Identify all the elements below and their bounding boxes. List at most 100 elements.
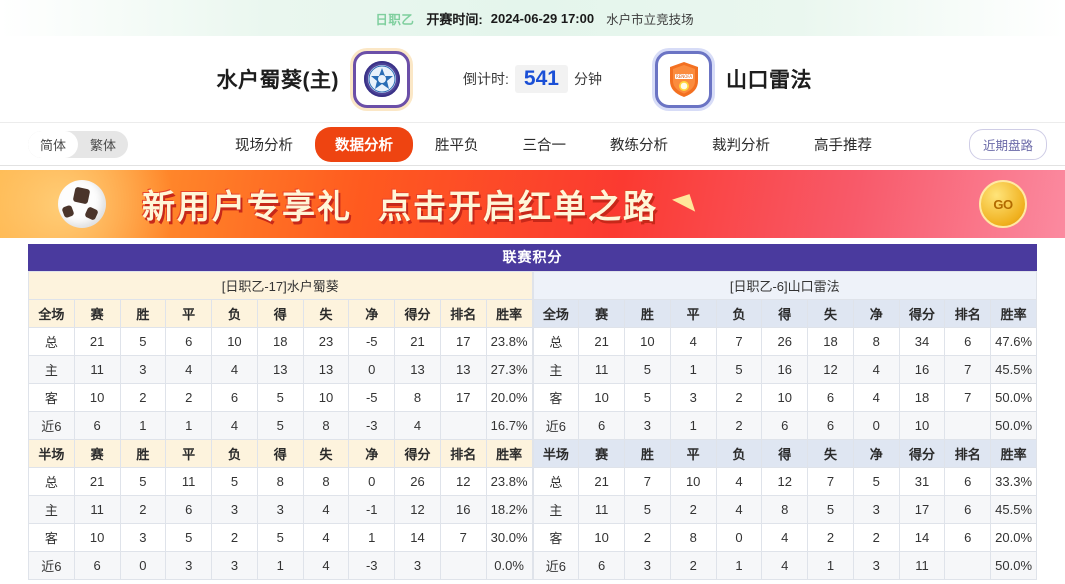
table-row: 近6 6 1 1 4 5 8 -3 4 16.7% xyxy=(28,411,533,440)
column-header: 平 xyxy=(669,299,717,328)
column-header: 排名 xyxy=(944,299,992,328)
away-stats-table: [日职乙-6]山口雷法 全场赛胜平负得失净得分 排名 胜率总 21 10 4 7 26 18 8 34… xyxy=(532,271,1038,580)
table-cell: 12 xyxy=(807,355,854,384)
column-header: 胜 xyxy=(119,299,167,328)
countdown-label: 倒计时: xyxy=(463,71,509,87)
column-header-row-halftime: 半场赛胜平负得失净得分 排名 胜率 xyxy=(28,439,533,468)
language-toggle[interactable]: 简体 繁体 xyxy=(28,130,129,158)
column-header: 胜率 xyxy=(485,439,533,468)
table-cell: 16 xyxy=(761,355,809,384)
table-row: 总 21 5 6 10 18 23 -5 21 17 23.8% xyxy=(28,327,533,356)
table-cell: 0 xyxy=(119,551,167,580)
table-cell: 6 xyxy=(211,383,258,412)
table-cell: 17 xyxy=(898,495,946,524)
column-header: 得 xyxy=(256,439,304,468)
promo-text-primary: 新用户专享礼 xyxy=(142,188,352,225)
table-cell: -5 xyxy=(348,327,396,356)
table-cell: 3 xyxy=(119,355,167,384)
table-cell: 3 xyxy=(165,551,213,580)
lang-simplified-button[interactable]: 简体 xyxy=(28,130,79,158)
promo-go-button[interactable]: GO xyxy=(979,180,1027,228)
tab-data-analysis[interactable]: 数据分析 xyxy=(315,126,414,162)
table-cell: 16 xyxy=(898,355,946,384)
team-caption-row: [日职乙-17]水户蜀葵 xyxy=(28,271,533,300)
table-cell xyxy=(944,551,992,580)
table-cell: 30.0% xyxy=(485,523,533,552)
table-cell: 0 xyxy=(715,523,763,552)
column-header: 胜率 xyxy=(990,299,1037,328)
table-cell: 3 xyxy=(624,551,671,580)
table-cell: 1 xyxy=(715,551,763,580)
table-cell: 4 xyxy=(761,551,809,580)
table-cell: 2 xyxy=(119,495,167,524)
row-label: 近6 xyxy=(28,551,75,580)
row-label: 近6 xyxy=(28,411,75,440)
table-cell: 10 xyxy=(302,383,350,412)
table-cell: 13 xyxy=(439,355,487,384)
row-label: 主 xyxy=(532,495,580,524)
table-cell: 4 xyxy=(211,355,258,384)
table-cell: 10 xyxy=(578,523,626,552)
table-cell: 0 xyxy=(348,467,396,496)
countdown-unit: 分钟 xyxy=(573,71,602,87)
table-cell: 0 xyxy=(852,411,900,440)
tab-referee-analysis[interactable]: 裁判分析 xyxy=(712,137,771,154)
column-header: 得分 xyxy=(394,439,441,468)
row-label: 主 xyxy=(28,495,75,524)
tab-coach-analysis[interactable]: 教练分析 xyxy=(610,137,669,154)
table-cell: 6 xyxy=(165,327,213,356)
column-header: 失 xyxy=(302,299,350,328)
table-cell: 4 xyxy=(852,383,900,412)
table-cell: 6 xyxy=(944,327,992,356)
table-cell: 5 xyxy=(624,495,671,524)
table-cell xyxy=(439,411,487,440)
table-cell: 3 xyxy=(256,495,304,524)
table-cell: 26 xyxy=(394,467,441,496)
table-cell: 2 xyxy=(624,523,671,552)
home-team[interactable]: 水户蜀葵(主) xyxy=(0,50,420,108)
table-cell: 10 xyxy=(761,383,809,412)
row-label: 主 xyxy=(28,355,75,384)
column-header: 负 xyxy=(211,299,258,328)
table-cell: 7 xyxy=(807,467,854,496)
table-cell: 1 xyxy=(348,523,396,552)
table-cell: 5 xyxy=(211,467,258,496)
column-header: 平 xyxy=(165,299,213,328)
table-cell: 20.0% xyxy=(990,523,1037,552)
column-header: 半场 xyxy=(532,439,580,468)
lang-traditional-button[interactable]: 繁体 xyxy=(90,137,117,153)
table-cell: 3 xyxy=(394,551,441,580)
table-cell: 16 xyxy=(439,495,487,524)
table-cell: 1 xyxy=(119,411,167,440)
row-label: 总 xyxy=(532,327,580,356)
tab-expert-picks[interactable]: 高手推荐 xyxy=(814,137,873,154)
column-header: 赛 xyxy=(73,299,121,328)
table-cell: 50.0% xyxy=(990,551,1037,580)
recent-odds-button[interactable]: 近期盘路 xyxy=(968,128,1047,160)
promo-banner[interactable]: 新用户专享礼 点击开启红单之路 ◥ GO xyxy=(0,170,1065,238)
svg-text:RENOFA: RENOFA xyxy=(675,74,691,79)
table-cell: 6 xyxy=(165,495,213,524)
tab-live-analysis[interactable]: 现场分析 xyxy=(235,137,294,154)
table-cell: 14 xyxy=(898,523,946,552)
table-cell: 17 xyxy=(439,327,487,356)
table-cell: 4 xyxy=(715,495,763,524)
table-cell: 0 xyxy=(348,355,396,384)
table-cell: 45.5% xyxy=(990,355,1037,384)
column-header: 排名 xyxy=(944,439,992,468)
tab-three-in-one[interactable]: 三合一 xyxy=(522,137,567,154)
away-team[interactable]: RENOFA 山口雷法 xyxy=(645,50,1065,108)
table-cell: 11 xyxy=(578,495,626,524)
column-header: 得分 xyxy=(898,439,946,468)
table-cell: 6 xyxy=(807,383,854,412)
row-label: 总 xyxy=(28,467,75,496)
table-cell: 4 xyxy=(394,411,441,440)
table-cell: 3 xyxy=(211,551,258,580)
table-cell: 10 xyxy=(669,467,717,496)
tab-win-draw-lose[interactable]: 胜平负 xyxy=(435,137,479,154)
table-cell: 8 xyxy=(394,383,441,412)
column-header: 净 xyxy=(852,439,900,468)
table-cell: 1 xyxy=(165,411,213,440)
match-info-bar: 日职乙 开赛时间: 2024-06-29 17:00 水户市立竞技场 xyxy=(0,0,1065,36)
table-row: 客 10 2 2 6 5 10 -5 8 17 20.0% xyxy=(28,383,533,412)
